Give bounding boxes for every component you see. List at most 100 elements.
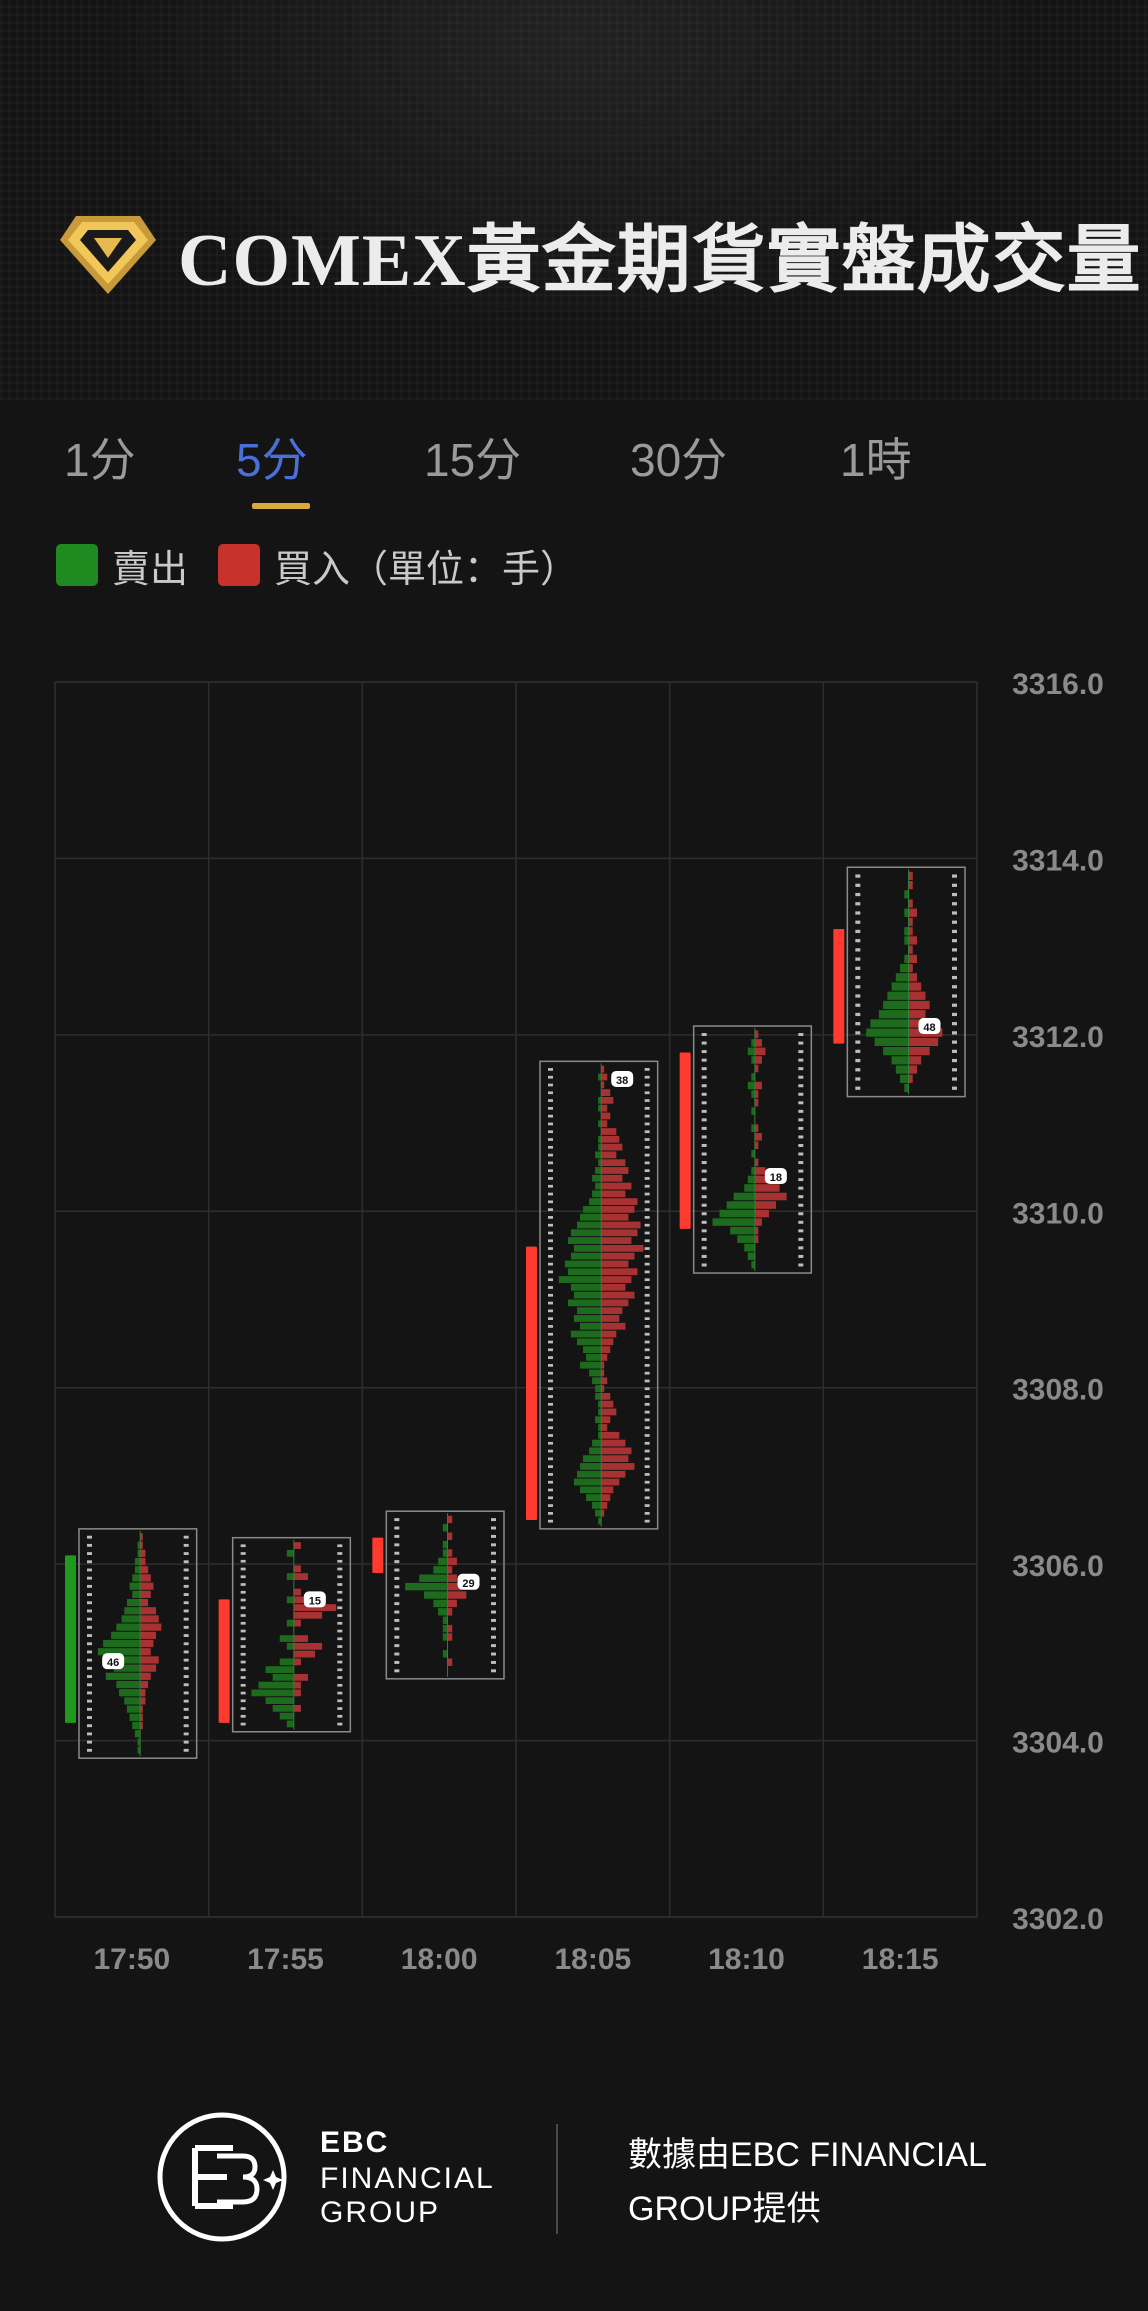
tab-5min[interactable]: 5分	[236, 434, 308, 486]
buy-volume-bar	[140, 1697, 146, 1705]
buy-count-mark	[644, 1262, 650, 1266]
buy-volume-bar	[140, 1689, 146, 1697]
sell-count-mark	[548, 1200, 553, 1204]
buy-count-mark	[491, 1585, 496, 1589]
buy-volume-bar	[447, 1633, 453, 1641]
buy-count-mark	[798, 1254, 804, 1258]
buy-volume-bar	[754, 1090, 759, 1098]
sell-count-mark	[548, 1332, 553, 1336]
tab-1min[interactable]: 1分	[64, 434, 136, 486]
sell-count-mark	[855, 1077, 861, 1081]
sell-count-mark	[394, 1560, 400, 1564]
sell-count-mark	[701, 1075, 707, 1079]
x-tick-label: 18:00	[401, 1943, 478, 1976]
sell-count-mark	[701, 1033, 707, 1037]
buy-count-mark	[644, 1184, 650, 1188]
buy-count-mark	[183, 1740, 189, 1744]
buy-volume-bar	[601, 1120, 608, 1128]
sell-count-mark	[548, 1301, 553, 1305]
candle-body	[679, 1052, 691, 1229]
buy-count-mark	[952, 957, 957, 961]
sell-count-mark	[548, 1153, 553, 1157]
sell-volume-bar	[423, 1591, 448, 1599]
sell-count-mark	[701, 1203, 707, 1207]
buy-count-mark	[183, 1724, 189, 1728]
buy-count-mark	[952, 1068, 957, 1072]
tab-30min[interactable]: 30分	[630, 434, 728, 486]
sell-count-mark	[855, 948, 861, 952]
buy-volume-bar	[908, 908, 917, 917]
buy-volume-bar	[601, 1213, 629, 1221]
buy-count-mark	[798, 1135, 804, 1139]
buy-volume-bar	[754, 1030, 759, 1039]
buy-count-mark	[183, 1593, 189, 1596]
sell-volume-bar	[570, 1229, 602, 1237]
sell-volume-bar	[129, 1582, 141, 1590]
sell-count-mark	[394, 1610, 400, 1614]
sell-count-mark	[548, 1091, 553, 1095]
buy-count-mark	[337, 1614, 343, 1617]
sell-volume-bar	[904, 890, 909, 899]
buy-count-mark	[491, 1526, 496, 1530]
buy-count-mark	[798, 1109, 804, 1113]
buy-count-mark	[644, 1488, 650, 1492]
buy-count-mark	[644, 1106, 650, 1110]
buy-count-mark	[337, 1637, 343, 1641]
sell-count-mark	[548, 1270, 553, 1274]
sell-volume-bar	[134, 1557, 141, 1566]
buy-volume-bar	[601, 1268, 638, 1276]
sell-volume-bar	[598, 1135, 602, 1143]
sell-volume-bar	[586, 1354, 602, 1361]
buy-count-mark	[491, 1644, 496, 1648]
sell-volume-bar	[132, 1574, 141, 1582]
sell-volume-bar	[751, 1056, 755, 1064]
tab-15min[interactable]: 15分	[424, 434, 522, 486]
sell-volume-bar	[442, 1650, 448, 1658]
sell-volume-bar	[598, 1159, 602, 1167]
buy-volume-bar	[754, 1218, 762, 1226]
sell-volume-bar	[583, 1455, 602, 1463]
sell-volume-bar	[121, 1615, 141, 1623]
buy-count-mark	[952, 892, 957, 897]
buy-volume-bar	[447, 1658, 453, 1666]
sell-volume-bar	[558, 1276, 602, 1283]
buy-volume-bar	[754, 1081, 762, 1090]
buy-volume-bar	[754, 1064, 759, 1073]
buy-volume-bar	[601, 1244, 644, 1252]
buy-volume-bar	[601, 1182, 632, 1190]
active-tab-indicator	[252, 503, 310, 509]
sell-volume-bar	[97, 1648, 141, 1656]
buy-volume-bar	[908, 1000, 930, 1010]
buy-volume-bar	[601, 1501, 608, 1509]
buy-count-mark	[644, 1519, 650, 1523]
buy-volume-bar	[908, 917, 913, 927]
sell-volume-bar	[580, 1463, 602, 1470]
sell-count-mark	[87, 1716, 92, 1719]
buy-count-mark	[644, 1091, 650, 1095]
candle-body	[526, 1246, 537, 1521]
sell-volume-bar	[904, 954, 909, 963]
sell-count-mark	[701, 1229, 707, 1233]
buy-count-mark	[183, 1568, 189, 1572]
buy-volume-bar	[601, 1135, 620, 1143]
buy-volume-bar	[447, 1549, 453, 1557]
sell-volume-bar	[751, 1090, 755, 1098]
sell-volume-bar	[137, 1549, 141, 1557]
buy-volume-bar	[293, 1681, 301, 1689]
sell-volume-bar	[576, 1338, 602, 1346]
buy-count-mark	[952, 929, 957, 934]
sell-volume-bar	[895, 1065, 909, 1074]
buy-count-mark	[644, 1216, 650, 1219]
tab-1hour[interactable]: 1時	[840, 434, 912, 486]
sell-volume-bar	[751, 1107, 755, 1115]
sell-volume-bar	[442, 1549, 448, 1557]
buy-count-mark	[337, 1722, 343, 1726]
sell-volume-bar	[132, 1721, 141, 1730]
legend-sell-label: 賣出	[112, 548, 189, 591]
sell-volume-bar	[279, 1658, 294, 1666]
sell-volume-bar	[891, 1056, 909, 1065]
buy-count-mark	[491, 1610, 496, 1614]
buy-volume-bar	[293, 1588, 301, 1596]
sell-volume-bar	[904, 927, 909, 936]
buy-count-mark	[644, 1122, 650, 1126]
